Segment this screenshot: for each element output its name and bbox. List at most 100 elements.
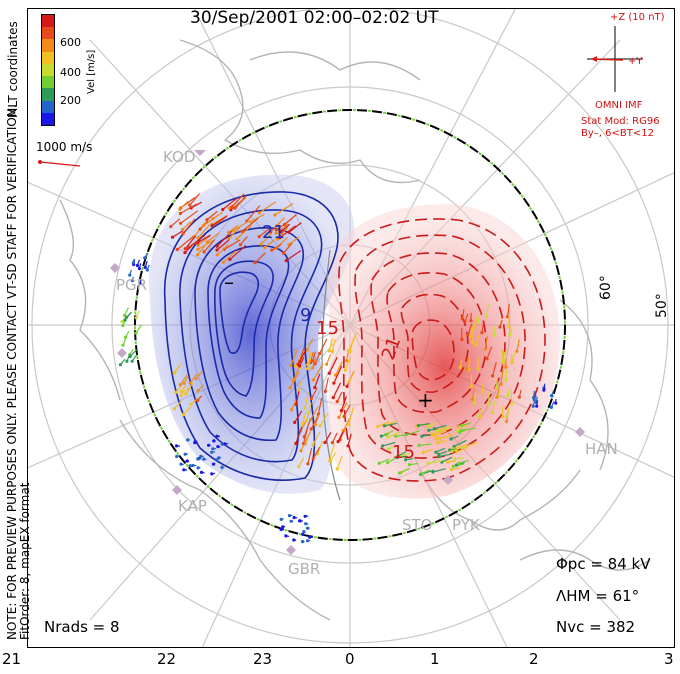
velocity-vector-origin — [175, 454, 179, 459]
velocity-vector — [477, 311, 481, 323]
velocity-vector — [189, 374, 198, 384]
velocity-vector — [274, 202, 294, 216]
velocity-vector — [314, 413, 320, 425]
velocity-vector — [183, 376, 189, 384]
velocity-vector — [258, 227, 272, 238]
colorbar-tick-600: 600 — [60, 36, 81, 49]
velocity-vector — [432, 468, 446, 473]
velocity-vector — [506, 406, 510, 417]
velocity-vector — [439, 453, 452, 458]
velocity-vector — [550, 401, 555, 408]
velocity-vector — [466, 357, 470, 370]
velocity-vector — [532, 401, 535, 407]
velocity-vector — [246, 205, 261, 222]
velocity-vector — [236, 225, 252, 240]
contour-label-neg-21: 21 — [262, 222, 285, 243]
radar-label-pyk: PYK — [452, 516, 480, 534]
velocity-vector-origin — [220, 442, 224, 446]
velocity-vector — [126, 353, 131, 362]
colorbar-label: Vel [m/s] — [86, 49, 97, 94]
velocity-vector-origin — [289, 519, 293, 523]
velocity-vector — [535, 396, 538, 403]
velocity-vector-origin — [212, 439, 216, 443]
velocity-vector — [203, 216, 218, 227]
velocity-vector — [470, 322, 477, 337]
velocity-vector — [441, 456, 453, 463]
velocity-vector — [231, 193, 245, 208]
velocity-vector-origin — [210, 472, 214, 476]
velocity-vector — [399, 468, 410, 474]
velocity-vector — [276, 217, 285, 227]
velocity-vector — [385, 430, 394, 436]
x-tick-0: 0 — [345, 650, 355, 668]
colorbar-segment — [42, 27, 54, 40]
negative-contours — [163, 191, 339, 481]
coastlines — [59, 39, 651, 621]
velocity-vector — [211, 215, 228, 227]
radar-label-sto: STO — [402, 516, 433, 534]
velocity-vector — [397, 455, 408, 459]
velocity-vector — [122, 338, 127, 346]
velocity-vector — [228, 224, 239, 233]
velocity-vector — [190, 397, 199, 405]
colorbar-segment — [42, 63, 54, 77]
velocity-vector — [307, 447, 313, 465]
velocity-vector — [314, 373, 321, 388]
positive-contours — [338, 218, 546, 482]
velocity-vector — [342, 417, 351, 431]
velocity-vector — [144, 252, 149, 259]
velocity-vector — [303, 419, 311, 437]
velocity-vector — [135, 310, 140, 319]
velocity-vector — [333, 365, 343, 384]
velocity-vector — [185, 241, 199, 249]
x-tick-21: 21 — [2, 650, 22, 668]
velocity-vector-origin — [196, 457, 200, 461]
velocity-vector — [447, 460, 456, 463]
radar-label-gbr: GBR — [288, 560, 321, 578]
velocity-vector — [505, 368, 508, 381]
velocity-vector — [299, 357, 305, 367]
velocity-vector — [189, 193, 201, 206]
velocity-vector — [397, 451, 407, 457]
velocity-vector-origin — [193, 440, 197, 444]
velocity-vector — [298, 457, 305, 467]
potential-max-marker: + — [417, 388, 434, 412]
velocity-vector — [471, 388, 475, 400]
velocity-vector-origin — [211, 447, 215, 451]
velocity-vector — [288, 222, 302, 233]
velocity-vector — [337, 431, 344, 442]
velocity-vector — [139, 278, 142, 284]
velocity-vector — [347, 433, 352, 446]
velocity-vector — [464, 442, 478, 447]
velocity-vector — [304, 392, 309, 409]
colorbar — [41, 14, 55, 126]
contour-label-pos-15a: 15 — [316, 318, 339, 339]
velocity-vector — [492, 362, 497, 377]
velocity-vector — [317, 397, 323, 415]
velocity-vector — [307, 351, 312, 365]
velocity-vector — [175, 386, 182, 393]
velocity-vector — [507, 303, 510, 317]
velocity-vector — [124, 330, 130, 338]
velocity-vector — [197, 395, 203, 401]
velocity-vector — [421, 469, 430, 475]
velocity-vector — [233, 220, 250, 231]
velocity-vector — [131, 354, 138, 362]
velocity-vector — [197, 234, 211, 244]
velocity-vector — [348, 333, 358, 351]
velocity-vector — [428, 428, 438, 431]
velocity-vector — [239, 236, 248, 246]
velocity-vector — [297, 348, 307, 365]
hm-boundary — [134, 109, 566, 541]
velocity-vector — [453, 439, 467, 448]
velocity-vector — [179, 200, 189, 210]
velocity-vector — [330, 452, 336, 462]
velocity-vector — [124, 307, 129, 316]
fit-order-note: FitOrder: 8, mapEX format — [18, 482, 32, 640]
velocity-vector — [310, 406, 319, 420]
contour-label-neg-9: 9 — [300, 305, 312, 326]
radar-label-han: HAN — [585, 440, 618, 458]
velocity-vector-origin — [214, 458, 218, 462]
preview-note: NOTE: FOR PREVIEW PURPOSES ONLY. PLEASE … — [5, 104, 19, 640]
velocity-vector — [437, 440, 447, 444]
